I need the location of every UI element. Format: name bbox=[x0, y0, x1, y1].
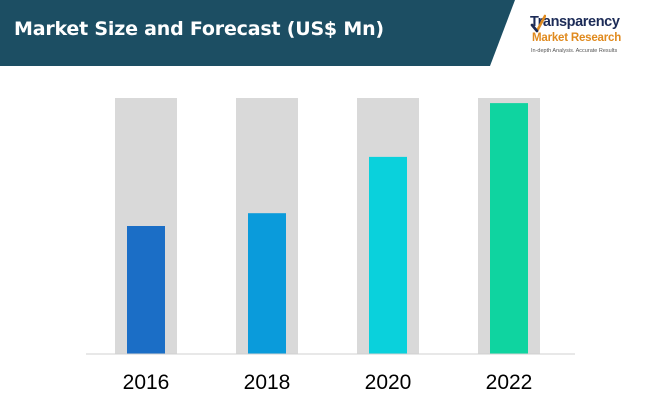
chart-title: Market Size and Forecast (US$ Mn) bbox=[14, 18, 384, 40]
bar-2022 bbox=[490, 103, 528, 354]
bar-2018 bbox=[248, 213, 286, 354]
title-banner-shape bbox=[0, 0, 515, 66]
logo-tagline: In-depth Analysis. Accurate Results bbox=[531, 48, 618, 54]
bar-2020 bbox=[369, 156, 407, 354]
company-logo: Transparency Market Research In-depth An… bbox=[530, 14, 648, 62]
logo-line-1: Transparency bbox=[530, 14, 620, 30]
logo-line-2: Market Research bbox=[532, 32, 622, 44]
x-axis-ticks: 2016 2018 2020 2022 bbox=[123, 371, 533, 394]
background-bars bbox=[115, 98, 540, 354]
bar-chart: 2016 2018 2020 2022 bbox=[86, 98, 575, 394]
checkmark-icon bbox=[530, 14, 546, 33]
x-tick-label-2016: 2016 bbox=[123, 371, 170, 394]
x-tick-label-2022: 2022 bbox=[486, 371, 533, 394]
header-banner: Market Size and Forecast (US$ Mn) Transp… bbox=[0, 0, 650, 66]
x-tick-label-2020: 2020 bbox=[365, 371, 412, 394]
bar-2016 bbox=[127, 226, 165, 354]
x-tick-label-2018: 2018 bbox=[244, 371, 291, 394]
header-background bbox=[0, 0, 515, 66]
data-bars bbox=[127, 103, 528, 354]
